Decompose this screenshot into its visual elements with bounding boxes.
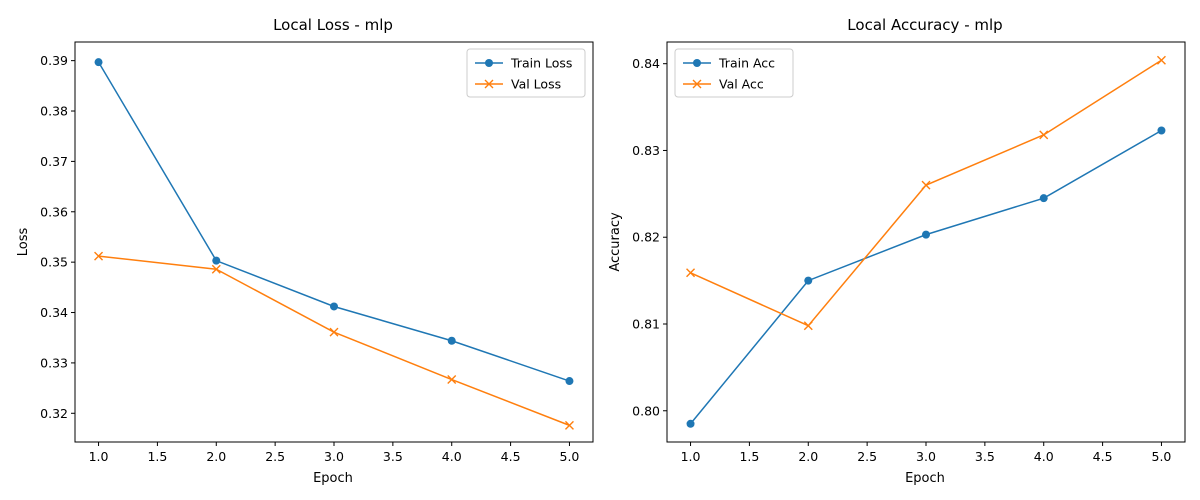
x-tick-label: 1.0: [681, 449, 701, 464]
data-point: [1039, 130, 1049, 140]
plot-frame: [666, 41, 1186, 443]
legend-marker: [693, 59, 701, 67]
data-point: [1156, 55, 1166, 65]
x-tick-label: 5.0: [1152, 449, 1172, 464]
y-tick-label: 0.35: [40, 255, 68, 270]
series-line-train-acc: [689, 129, 1162, 425]
legend-marker: [484, 79, 494, 89]
y-tick-label: 0.39: [40, 53, 68, 68]
x-tick-label: 2.0: [798, 449, 818, 464]
y-tick-label: 0.80: [632, 403, 660, 418]
x-tick-label: 3.0: [324, 449, 344, 464]
series-line-val-acc: [690, 59, 1162, 327]
data-point: [1039, 194, 1048, 203]
data-point: [804, 276, 813, 285]
data-point: [447, 375, 457, 385]
series-line-train-loss: [97, 61, 570, 382]
y-tick-label: 0.83: [632, 143, 660, 158]
data-point: [686, 419, 695, 428]
data-point: [211, 264, 221, 274]
y-tick-label: 0.81: [632, 316, 660, 331]
legend-marker: [692, 79, 702, 89]
data-point: [212, 256, 221, 265]
x-tick-label: 1.5: [147, 449, 167, 464]
data-point: [803, 321, 813, 331]
x-tick-label: 5.0: [560, 449, 580, 464]
legend: Train Loss Val Loss: [466, 48, 586, 98]
x-tick-label: 3.0: [916, 449, 936, 464]
data-point: [564, 420, 574, 430]
x-tick-label: 4.5: [501, 449, 521, 464]
accuracy-chart-panel: Local Accuracy - mlp Epoch Accuracy 1.0 1…: [608, 16, 1186, 486]
y-tick-label: 0.38: [40, 104, 68, 119]
y-tick-label: 0.37: [40, 154, 68, 169]
legend-marker: [485, 59, 493, 67]
y-tick-label: 0.36: [40, 204, 68, 219]
x-axis-label: Epoch: [313, 471, 353, 486]
loss-chart-panel: Local Loss - mlp Epoch Loss 1.0 1.5 2.0 2.5…: [16, 16, 594, 486]
x-tick-label: 1.0: [89, 449, 109, 464]
x-tick-label: 2.5: [857, 449, 877, 464]
legend-box: [674, 48, 794, 98]
legend-box: [466, 48, 586, 98]
data-point: [1157, 126, 1166, 135]
data-point: [565, 377, 574, 386]
data-point: [447, 336, 456, 345]
legend-entry-label: Train Acc: [718, 56, 775, 71]
y-tick-label: 0.82: [632, 230, 660, 245]
x-axis-label: Epoch: [905, 471, 945, 486]
y-tick-label: 0.32: [40, 406, 68, 421]
chart-title: Local Accuracy - mlp: [847, 16, 1002, 34]
x-tick-label: 3.5: [383, 449, 403, 464]
y-tick-label: 0.33: [40, 355, 68, 370]
data-point: [686, 268, 696, 278]
x-tick-label: 4.0: [442, 449, 462, 464]
x-tick-label: 2.5: [265, 449, 285, 464]
chart-title: Local Loss - mlp: [273, 16, 393, 34]
legend: Train Acc Val Acc: [674, 48, 794, 98]
legend-entry-label: Val Acc: [719, 77, 764, 92]
y-axis-label: Accuracy: [608, 212, 623, 272]
y-tick-label: 0.84: [632, 56, 660, 71]
legend-entry-label: Train Loss: [510, 56, 572, 71]
data-point: [922, 230, 930, 239]
plot-frame: [74, 41, 594, 443]
x-tick-label: 4.5: [1093, 449, 1113, 464]
y-axis-label: Loss: [16, 228, 31, 257]
x-tick-label: 1.5: [739, 449, 759, 464]
data-point: [94, 251, 104, 261]
legend-entry-label: Val Loss: [511, 77, 561, 92]
data-point: [94, 58, 103, 67]
x-tick-label: 4.0: [1034, 449, 1054, 464]
series-line-val-loss: [98, 255, 570, 427]
y-tick-label: 0.34: [40, 305, 68, 320]
x-tick-label: 3.5: [975, 449, 995, 464]
x-tick-label: 2.0: [206, 449, 226, 464]
data-point: [329, 327, 339, 337]
data-point: [330, 302, 338, 311]
data-point: [921, 180, 931, 190]
